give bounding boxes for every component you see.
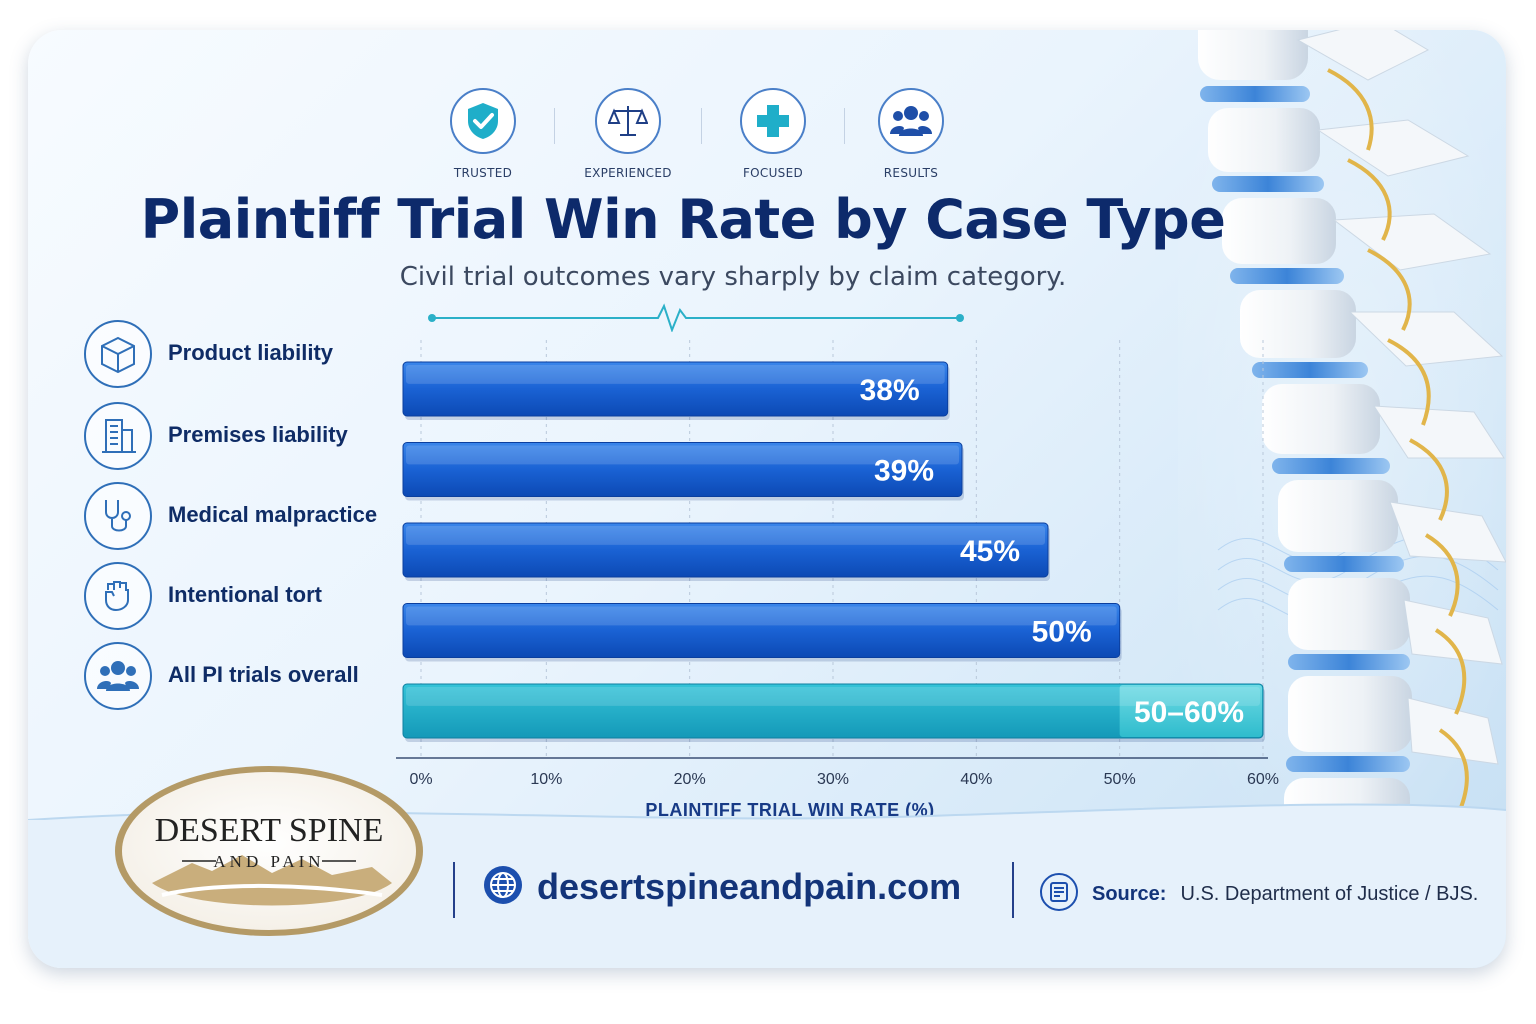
category-label: Premises liability — [168, 422, 348, 447]
source-key: Source: — [1092, 882, 1167, 905]
globe-icon — [483, 865, 523, 909]
badge-label: EXPERIENCED — [584, 166, 672, 180]
x-axis-label: PLAINTIFF TRIAL WIN RATE (%) — [645, 800, 934, 820]
bar-value-label: 45% — [960, 535, 1020, 568]
bar-highlight — [406, 365, 945, 384]
x-tick-label: 30% — [817, 771, 849, 788]
badge-label: FOCUSED — [742, 166, 804, 180]
chart-subtitle: Civil trial outcomes vary sharply by cla… — [399, 262, 1067, 292]
badge-divider — [554, 108, 555, 144]
category-label: All PI trials overall — [168, 662, 359, 687]
badge-divider — [844, 108, 845, 144]
logo-line2: AND PAIN — [213, 852, 324, 871]
pulse-divider — [428, 303, 964, 332]
infographic-card: TRUSTED EXPERIENCED FOCUSED RESULTS Plai… — [28, 30, 1506, 968]
bar — [402, 361, 949, 417]
x-tick-label: 20% — [674, 771, 706, 788]
category-label: Product liability — [168, 340, 334, 365]
bar-highlight — [406, 445, 959, 465]
company-logo: DESERT SPINE AND PAIN — [115, 766, 423, 936]
category-label: Intentional tort — [168, 582, 322, 607]
document-icon — [1040, 873, 1078, 915]
badge-label: TRUSTED — [453, 166, 513, 180]
x-tick-label: 40% — [960, 771, 992, 788]
bar-highlight — [406, 687, 1260, 706]
category-row: Premises liability — [84, 402, 394, 472]
category-row: Product liability — [84, 320, 394, 390]
x-tick-label: 60% — [1247, 771, 1279, 788]
bar-range-segment — [1119, 685, 1262, 737]
building-icon — [84, 402, 152, 470]
logo-line1: DESERT SPINE — [155, 812, 384, 849]
source-value: U.S. Department of Justice / BJS. — [1180, 882, 1479, 905]
spine-illustration — [1178, 30, 1506, 830]
scales-icon — [595, 88, 661, 154]
people-group-icon — [84, 642, 152, 710]
x-tick-label: 10% — [530, 771, 562, 788]
category-row: Intentional tort — [84, 562, 394, 632]
bar-highlight — [406, 606, 1117, 626]
category-label: Medical malpractice — [168, 502, 378, 527]
bar-value-label: 39% — [874, 455, 934, 488]
fist-icon — [84, 562, 152, 630]
source: Source: U.S. Department of Justice / BJS… — [1040, 873, 1478, 915]
shield-check-icon — [450, 88, 516, 154]
footer-divider — [1012, 862, 1014, 918]
x-tick-label: 50% — [1104, 771, 1136, 788]
bar-highlight — [406, 526, 1045, 545]
category-row: All PI trials overall — [84, 642, 394, 712]
bar-value-label: 50% — [1032, 616, 1092, 649]
badge-divider — [701, 108, 702, 144]
bar-value-label: 38% — [860, 374, 920, 407]
bar-chart: 38% 39% 45% 50% 50–60% 0% 10% 20% 30% 40% 50% 60% P… — [396, 340, 1279, 820]
vertebrae — [1198, 30, 1506, 830]
website[interactable]: desertspineandpain.com — [483, 865, 961, 909]
badge-experienced: EXPERIENCED — [573, 88, 683, 180]
footer-divider — [453, 862, 455, 918]
badge-label: RESULTS — [883, 166, 939, 180]
website-link[interactable]: desertspineandpain.com — [537, 866, 962, 907]
people-group-icon — [878, 88, 944, 154]
chart-title: Plaintiff Trial Win Rate by Case Type — [140, 188, 1226, 251]
bar — [402, 522, 1049, 578]
medical-cross-icon — [740, 88, 806, 154]
badge-row: TRUSTED EXPERIENCED FOCUSED RESULTS — [418, 88, 978, 183]
badge-results: RESULTS — [856, 88, 966, 180]
bar — [402, 442, 963, 497]
badge-focused: FOCUSED — [718, 88, 828, 180]
category-row: Medical malpractice — [84, 482, 394, 552]
bar — [402, 683, 1264, 739]
stethoscope-icon — [84, 482, 152, 550]
box-icon — [84, 320, 152, 388]
bar-value-label: 50–60% — [1134, 696, 1244, 729]
bar — [402, 603, 1121, 658]
badge-trusted: TRUSTED — [428, 88, 538, 180]
x-tick-label: 0% — [409, 771, 432, 788]
